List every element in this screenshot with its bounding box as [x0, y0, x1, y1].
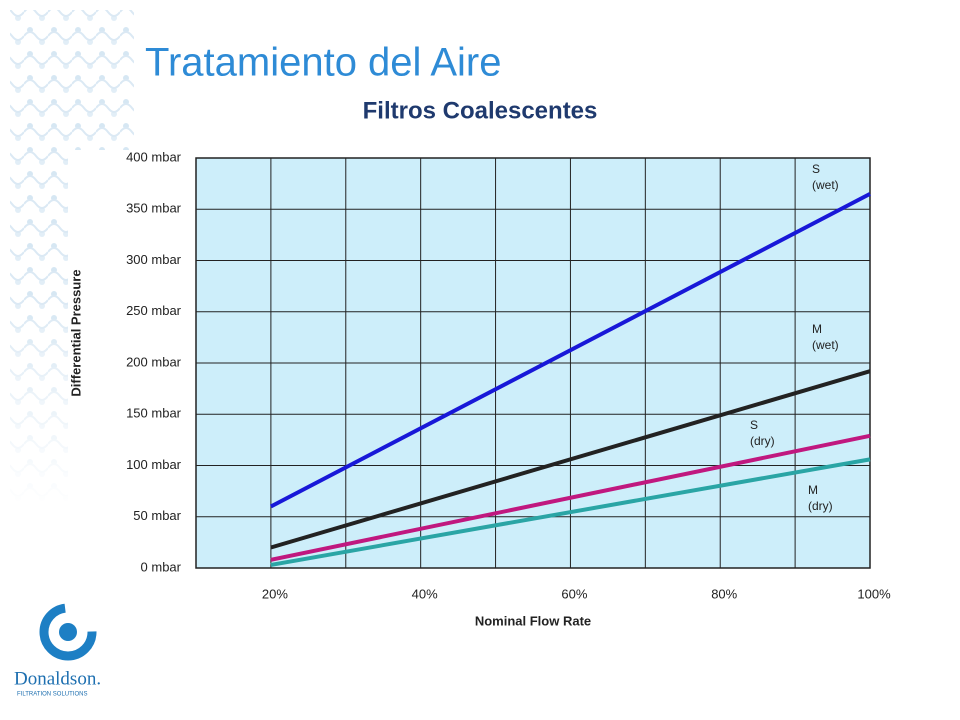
chart: 0 mbar 50 mbar 100 mbar 150 mbar 200 mbar 250…: [68, 149, 891, 628]
series-label: M: [808, 483, 818, 497]
logo-dot: [59, 623, 77, 641]
x-tick-label: 60%: [561, 586, 587, 601]
x-axis-title: Nominal Flow Rate: [475, 613, 591, 628]
series-line: [270, 457, 871, 567]
y-tick-label: 0 mbar: [141, 559, 182, 574]
logo-name: Donaldson.: [14, 668, 101, 689]
series-line: [270, 433, 871, 562]
logo-tagline: FILTRATION SOLUTIONS: [17, 692, 87, 698]
y-tick-label: 350 mbar: [126, 201, 182, 216]
series-label: (wet): [812, 178, 839, 192]
series-label: S: [750, 418, 758, 432]
plot-border: [195, 157, 871, 569]
y-axis-title: Differential Pressure: [68, 269, 83, 396]
series-label: S: [812, 162, 820, 176]
x-tick-label: 20%: [262, 586, 288, 601]
y-tick-label: 400 mbar: [126, 149, 182, 164]
x-tick-label: 40%: [412, 586, 438, 601]
slide-subtitle: Filtros Coalescentes: [363, 97, 598, 124]
x-tick-label: 100%: [857, 586, 891, 601]
series-label: (wet): [812, 338, 839, 352]
slide-title: Tratamiento del Aire: [145, 41, 501, 85]
series-line: [269, 192, 871, 509]
series-label: M: [812, 322, 822, 336]
logo-mark: [39, 603, 97, 661]
y-tick-label: 250 mbar: [126, 303, 182, 318]
y-tick-label: 150 mbar: [126, 406, 182, 421]
logo: Donaldson. FILTRATION SOLUTIONS: [14, 603, 101, 698]
series-label: (dry): [750, 434, 775, 448]
x-tick-label: 80%: [711, 586, 737, 601]
series-line: [270, 369, 871, 550]
series-label: (dry): [808, 499, 833, 513]
y-tick-label: 100 mbar: [126, 457, 182, 472]
y-tick-label: 200 mbar: [126, 354, 182, 369]
y-tick-label: 50 mbar: [133, 508, 181, 523]
y-tick-label: 300 mbar: [126, 252, 182, 267]
